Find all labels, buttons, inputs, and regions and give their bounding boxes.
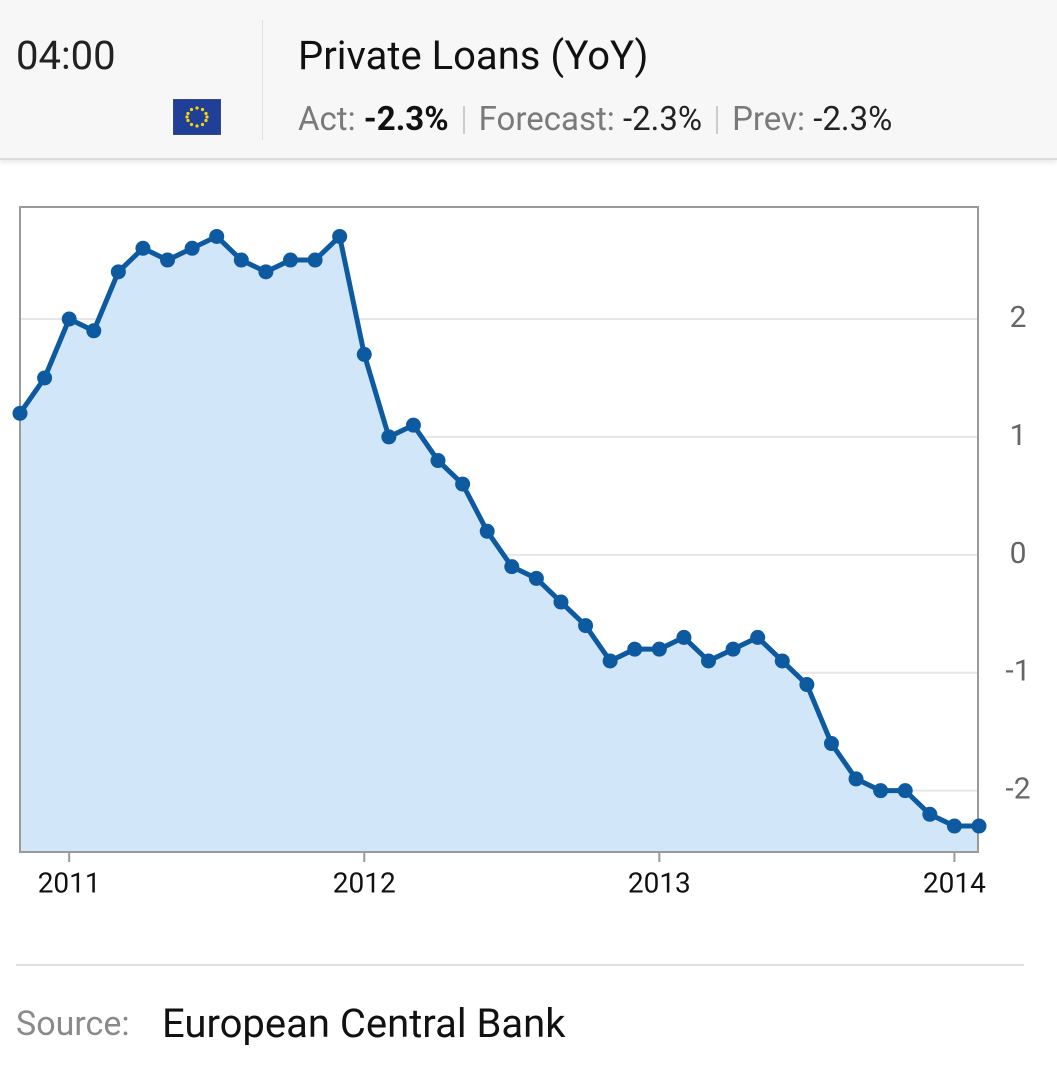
point [135,240,151,256]
point [848,771,864,787]
divider [262,20,263,140]
point [627,641,643,657]
y-tick-label: 2 [1010,300,1027,335]
y-tick-label: 1 [1010,418,1027,453]
point [701,653,717,669]
point [160,252,176,268]
point [799,677,815,693]
chart: -2 -1 0 1 2 2011 2012 2013 2014 [12,206,1031,899]
point [578,618,594,634]
x-tick-label: 2011 [38,866,101,899]
point [897,783,913,799]
point [553,594,569,610]
y-tick-label: -1 [1005,654,1030,689]
point [774,653,790,669]
event-time: 04:00 [16,32,116,79]
point [479,523,495,539]
point [332,228,348,244]
point [602,653,618,669]
point [233,252,249,268]
point [184,240,200,256]
divider [16,964,1024,966]
point [725,641,741,657]
point [504,559,520,575]
point [356,346,372,362]
point [528,570,544,586]
point [922,806,938,822]
point [651,641,667,657]
point [37,370,53,386]
act-label: Act: [298,100,356,139]
point [455,476,471,492]
point [209,228,225,244]
point [676,629,692,645]
x-tick-label: 2012 [333,866,396,899]
act-value: -2.3% [363,100,449,139]
area [20,236,979,852]
y-tick-label: -2 [1005,772,1030,807]
point [110,264,126,280]
point [873,783,889,799]
point [12,405,28,421]
point [823,736,839,752]
event-title: Private Loans (YoY) [298,32,649,79]
point [61,311,77,327]
x-tick-label: 2014 [923,866,986,899]
forecast-value: -2.3% [622,100,703,139]
point [86,323,102,339]
point [430,453,446,469]
point [750,629,766,645]
separator [462,106,465,134]
y-tick-label: 0 [1010,536,1027,571]
point [307,252,323,268]
forecast-label: Forecast: [478,100,615,139]
event-stats: Act: -2.3% Forecast: -2.3% Prev: -2.3% [298,100,892,139]
source-value: European Central Bank [162,1000,566,1047]
line [17,233,979,829]
eu-flag [173,99,221,135]
separator [716,106,719,134]
point [405,417,421,433]
prev-value: -2.3% [813,100,893,139]
source-label: Source: [16,1004,130,1044]
point [381,429,397,445]
point [282,252,298,268]
point [258,264,274,280]
header: 04:00 Private Loans (YoY) Act: -2.3% Fore… [0,0,1057,160]
plot-frame [19,206,979,853]
x-tick-label: 2013 [628,866,691,899]
point [946,818,962,834]
point [971,818,987,834]
prev-label: Prev: [732,100,806,139]
